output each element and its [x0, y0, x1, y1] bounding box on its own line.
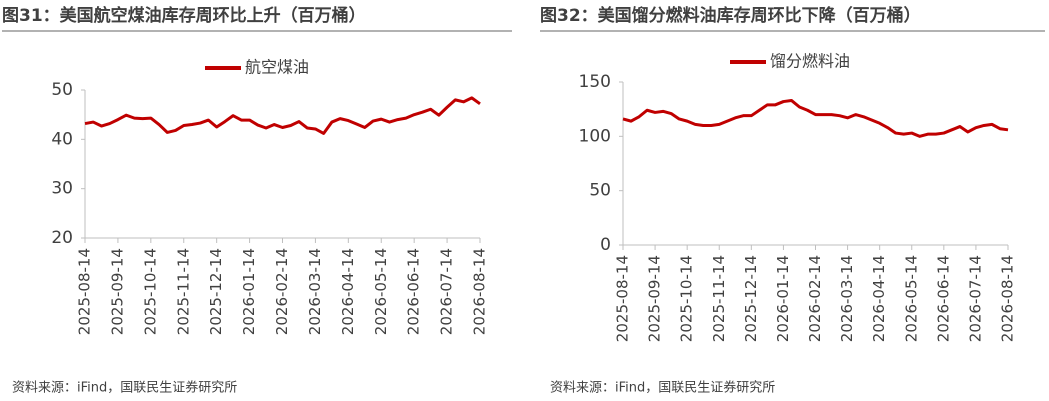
x-tick-label: 2026-05-14	[372, 248, 390, 335]
x-tick-label: 2025-08-14	[76, 248, 94, 335]
data-line	[84, 96, 481, 135]
x-tick-label: 2026-03-14	[306, 248, 324, 335]
y-tick-label: 150	[579, 72, 611, 92]
x-tick-label: 2026-02-14	[806, 255, 824, 342]
x-tick-label: 2025-11-14	[174, 248, 192, 335]
chart-title: 图32：美国馏分燃料油库存周环比下降（百万桶）	[540, 5, 921, 26]
x-tick-label: 2025-09-14	[646, 255, 664, 342]
x-tick-label: 2026-08-14	[471, 248, 489, 335]
x-tick-label: 2025-12-14	[207, 248, 225, 335]
x-tick-label: 2026-06-14	[405, 248, 423, 335]
y-tick-label: 30	[51, 179, 73, 199]
y-tick-label: 50	[589, 181, 611, 201]
y-tick-label: 40	[51, 129, 73, 149]
x-tick-label: 2026-01-14	[774, 255, 792, 342]
x-tick-label: 2026-04-14	[870, 255, 888, 342]
x-tick-label: 2026-01-14	[240, 248, 258, 335]
x-tick-label: 2025-12-14	[742, 255, 760, 342]
y-tick-label: 20	[51, 228, 73, 248]
chart-title: 图31：美国航空煤油库存周环比上升（百万桶）	[2, 5, 366, 26]
x-tick-label: 2026-06-14	[934, 255, 952, 342]
y-tick-label: 50	[51, 80, 73, 100]
x-tick-label: 2026-07-14	[438, 248, 456, 335]
x-tick-label: 2025-09-14	[108, 248, 126, 335]
x-tick-label: 2026-04-14	[339, 248, 357, 335]
y-tick-label: 0	[600, 235, 611, 255]
x-tick-label: 2025-08-14	[614, 255, 632, 342]
x-tick-label: 2026-05-14	[902, 255, 920, 342]
x-tick-label: 2025-10-14	[141, 248, 159, 335]
x-tick-label: 2026-03-14	[838, 255, 856, 342]
y-tick-label: 100	[579, 126, 611, 146]
x-tick-label: 2026-02-14	[273, 248, 291, 335]
legend-label: 馏分燃料油	[770, 52, 850, 71]
x-tick-label: 2026-08-14	[999, 255, 1017, 342]
x-tick-label: 2025-10-14	[678, 255, 696, 342]
source-note: 资料来源：iFind，国联民生证券研究所	[12, 380, 237, 396]
data-line	[622, 98, 1009, 138]
x-tick-label: 2025-11-14	[710, 255, 728, 342]
source-note: 资料来源：iFind，国联民生证券研究所	[550, 380, 775, 396]
x-tick-label: 2026-07-14	[966, 255, 984, 342]
legend-label: 航空煤油	[245, 58, 309, 77]
